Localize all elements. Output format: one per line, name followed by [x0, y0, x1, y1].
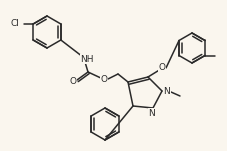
Text: N: N [148, 109, 155, 117]
Text: NH: NH [80, 55, 93, 64]
Text: O: O [158, 63, 165, 72]
Text: O: O [100, 76, 107, 85]
Text: O: O [69, 77, 76, 85]
Text: N: N [163, 87, 170, 96]
Text: Cl: Cl [10, 19, 19, 29]
